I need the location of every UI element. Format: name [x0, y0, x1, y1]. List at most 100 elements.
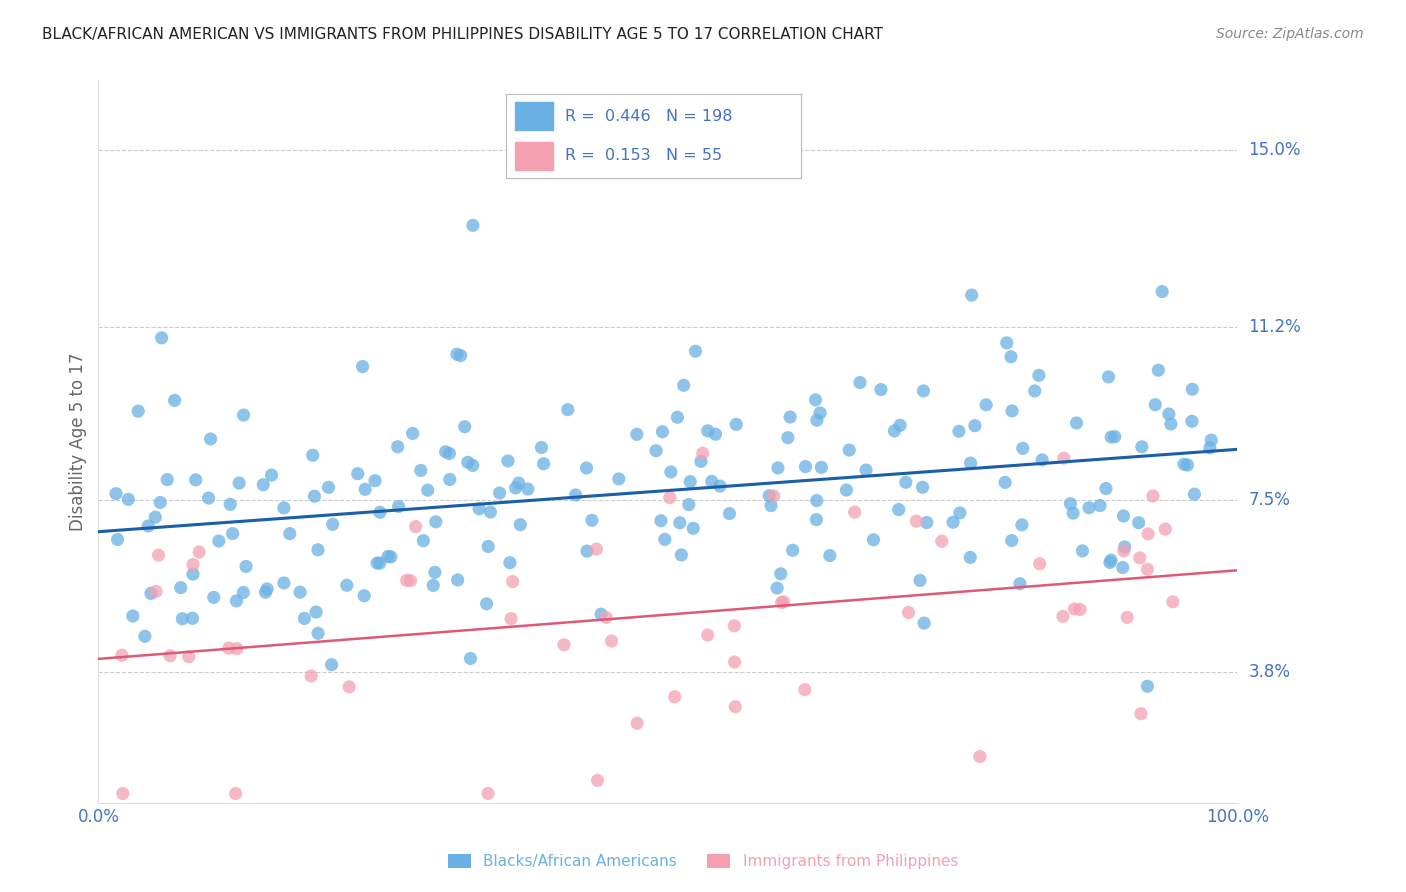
Point	[273, 500, 295, 515]
Point	[461, 458, 484, 473]
Point	[1011, 442, 1033, 456]
Point	[589, 607, 612, 622]
Point	[1181, 414, 1204, 428]
Point	[1199, 441, 1222, 455]
Text: BLACK/AFRICAN AMERICAN VS IMMIGRANTS FROM PHILIPPINES DISABILITY AGE 5 TO 17 COR: BLACK/AFRICAN AMERICAN VS IMMIGRANTS FRO…	[42, 27, 883, 42]
Point	[575, 544, 598, 558]
Point	[412, 533, 434, 548]
Point	[181, 611, 204, 625]
Point	[658, 491, 681, 505]
Point	[664, 690, 686, 704]
Bar	[515, 103, 554, 130]
Point	[782, 543, 804, 558]
Point	[779, 410, 801, 425]
Point	[170, 581, 193, 595]
Point	[806, 493, 828, 508]
Point	[1059, 497, 1081, 511]
Point	[672, 378, 695, 392]
Point	[380, 549, 402, 564]
Point	[897, 606, 920, 620]
Point	[254, 585, 277, 599]
Point	[305, 605, 328, 619]
Point	[723, 655, 745, 669]
Point	[709, 479, 731, 493]
Point	[770, 595, 793, 609]
Y-axis label: Disability Age 5 to 17: Disability Age 5 to 17	[69, 352, 87, 531]
Point	[758, 489, 780, 503]
Point	[218, 641, 240, 656]
Point	[626, 716, 648, 731]
Point	[575, 461, 598, 475]
Point	[1199, 433, 1222, 447]
Point	[156, 473, 179, 487]
Point	[425, 515, 447, 529]
Point	[446, 347, 468, 361]
Point	[181, 567, 204, 582]
Point	[1136, 679, 1159, 693]
Point	[366, 556, 388, 570]
Point	[322, 517, 344, 532]
Point	[718, 507, 741, 521]
Point	[959, 456, 981, 470]
Point	[887, 502, 910, 516]
Point	[585, 542, 607, 557]
Point	[509, 517, 531, 532]
Point	[477, 787, 499, 801]
Point	[908, 574, 931, 588]
Point	[401, 426, 423, 441]
Point	[225, 787, 247, 801]
Point	[678, 498, 700, 512]
Point	[849, 376, 872, 390]
Point	[273, 576, 295, 591]
Point	[682, 521, 704, 535]
Point	[288, 585, 311, 599]
Point	[388, 500, 411, 514]
Point	[181, 558, 204, 572]
Point	[150, 331, 173, 345]
Point	[626, 427, 648, 442]
Point	[948, 424, 970, 438]
Point	[1095, 482, 1118, 496]
Point	[1069, 602, 1091, 616]
Point	[690, 454, 713, 468]
Point	[1097, 370, 1119, 384]
Point	[600, 634, 623, 648]
Point	[1173, 457, 1195, 471]
Point	[200, 432, 222, 446]
Point	[645, 443, 668, 458]
Point	[387, 440, 409, 454]
Point	[1024, 384, 1046, 398]
Point	[1008, 576, 1031, 591]
Point	[671, 548, 693, 562]
Point	[1181, 382, 1204, 396]
Point	[364, 474, 387, 488]
Point	[1161, 595, 1184, 609]
Point	[530, 441, 553, 455]
Point	[501, 612, 523, 626]
Point	[1147, 363, 1170, 377]
Point	[197, 491, 219, 505]
Point	[457, 455, 479, 469]
Point	[1062, 506, 1084, 520]
Point	[148, 548, 170, 562]
Point	[516, 482, 538, 496]
Point	[121, 609, 143, 624]
Point	[889, 418, 911, 433]
Point	[995, 335, 1018, 350]
Point	[1052, 609, 1074, 624]
Point	[810, 460, 832, 475]
Point	[134, 629, 156, 643]
Point	[477, 540, 499, 554]
Point	[1098, 556, 1121, 570]
Point	[228, 476, 250, 491]
Point	[1088, 499, 1111, 513]
Point	[111, 787, 134, 801]
Point	[202, 591, 225, 605]
Point	[533, 457, 555, 471]
Point	[696, 424, 718, 438]
Point	[354, 483, 377, 497]
Point	[337, 680, 360, 694]
Point	[1078, 500, 1101, 515]
Point	[454, 419, 477, 434]
Point	[1053, 451, 1076, 466]
